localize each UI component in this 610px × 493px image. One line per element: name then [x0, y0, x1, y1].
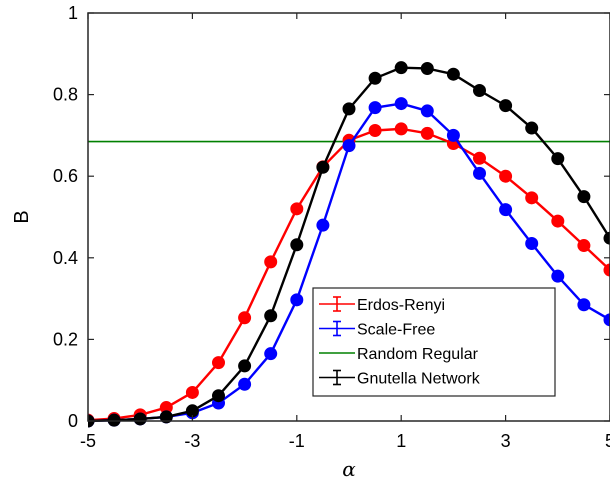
- data-point: [264, 255, 278, 269]
- data-point: [551, 152, 565, 166]
- data-point: [525, 121, 539, 135]
- data-point: [290, 293, 304, 307]
- x-tick-label: -5: [80, 431, 96, 451]
- x-tick-label: 5: [605, 431, 610, 451]
- data-point: [368, 71, 382, 85]
- data-point: [394, 61, 408, 75]
- data-point: [577, 239, 591, 253]
- data-point: [394, 122, 408, 136]
- data-point: [212, 356, 225, 370]
- x-axis-title: α: [342, 457, 356, 481]
- data-point: [446, 128, 460, 142]
- legend-item-scale-free: Scale-Free: [319, 320, 435, 339]
- x-tick-label: 1: [396, 431, 406, 451]
- legend-item-erdos-renyi: Erdos-Renyi: [319, 296, 445, 314]
- tick-layer: -5 -3 -1 1 3 5 0 0.2 0.4 0.6 0.8 1: [53, 3, 610, 451]
- series-layer: [88, 61, 610, 428]
- data-point: [420, 104, 434, 118]
- data-point: [185, 385, 199, 399]
- legend-label: Erdos-Renyi: [357, 297, 445, 314]
- y-tick-label: 0.4: [53, 248, 78, 268]
- legend-item-gnutella-network: Gnutella Network: [319, 369, 481, 388]
- data-point: [577, 190, 591, 204]
- data-point: [525, 237, 539, 251]
- data-point: [368, 124, 382, 138]
- data-point: [342, 139, 356, 153]
- x-tick-label: -3: [184, 431, 200, 451]
- data-point: [551, 214, 565, 228]
- y-tick-label: 1: [68, 3, 78, 23]
- data-point: [603, 263, 610, 277]
- data-point: [551, 269, 565, 283]
- y-tick-label: 0.2: [53, 329, 78, 349]
- data-point: [473, 166, 486, 180]
- data-point: [473, 151, 486, 165]
- legend-label: Gnutella Network: [357, 371, 481, 388]
- data-point: [159, 410, 173, 424]
- data-point: [290, 202, 304, 216]
- y-tick-label: 0.6: [53, 166, 78, 186]
- y-tick-label: 0.8: [53, 85, 78, 105]
- data-point: [238, 359, 252, 373]
- data-point: [212, 389, 225, 403]
- x-tick-label: 3: [501, 431, 511, 451]
- data-point: [499, 99, 513, 113]
- data-point: [133, 412, 147, 426]
- data-point: [238, 311, 252, 325]
- data-point: [107, 413, 121, 427]
- legend-item-random-regular: Random Regular: [319, 346, 479, 363]
- plot-frame: [87, 12, 610, 422]
- data-point: [420, 126, 434, 140]
- data-point: [264, 347, 278, 361]
- legend-label: Random Regular: [357, 346, 479, 363]
- data-point: [525, 191, 539, 205]
- data-point: [499, 169, 513, 183]
- data-point: [473, 84, 486, 98]
- data-point: [368, 101, 382, 115]
- data-point: [394, 97, 408, 111]
- series-gnutella-network: [88, 61, 610, 428]
- data-point: [316, 160, 330, 174]
- x-tick-label: -1: [289, 431, 305, 451]
- data-point: [499, 203, 513, 217]
- legend: Erdos-Renyi Scale-Free Random Regular Gnute…: [312, 287, 556, 397]
- y-axis-title: B: [11, 210, 33, 223]
- data-point: [342, 102, 356, 116]
- data-point: [420, 61, 434, 75]
- data-point: [446, 67, 460, 81]
- data-point: [577, 298, 591, 312]
- data-point: [603, 231, 610, 245]
- data-point: [316, 218, 330, 232]
- legend-label: Scale-Free: [357, 322, 435, 339]
- data-point: [238, 377, 252, 391]
- y-tick-label: 0: [68, 411, 78, 431]
- data-point: [603, 313, 610, 327]
- data-point: [290, 238, 304, 252]
- data-point: [264, 309, 278, 323]
